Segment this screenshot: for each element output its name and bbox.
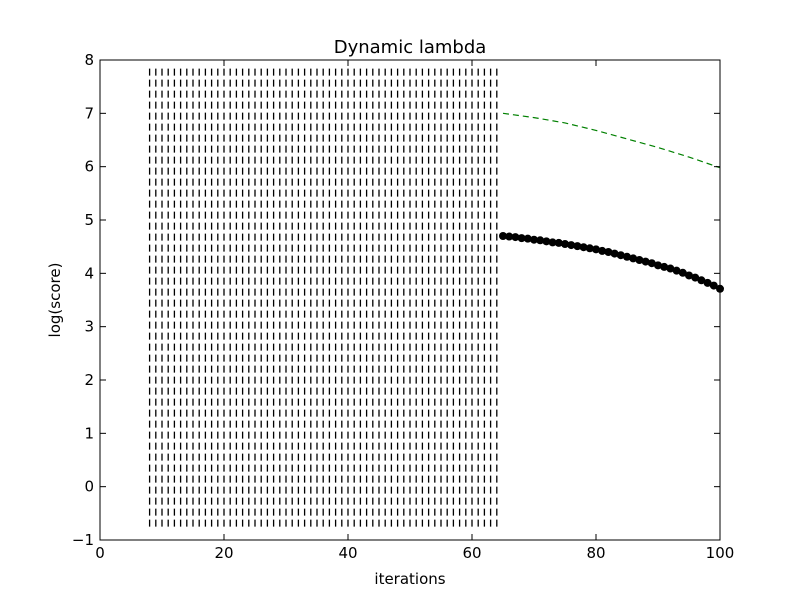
x-tick-label: 20 xyxy=(214,544,233,562)
y-tick-label: 5 xyxy=(84,211,94,229)
plot-area xyxy=(150,68,724,527)
y-tick-label: 8 xyxy=(84,51,94,69)
x-tick-label: 0 xyxy=(95,544,105,562)
y-tick-label: 0 xyxy=(84,478,94,496)
x-tick-label: 60 xyxy=(462,544,481,562)
y-tick-label: 6 xyxy=(84,158,94,176)
y-tick-label: −1 xyxy=(72,531,94,549)
x-axis-label: iterations xyxy=(374,570,445,588)
y-axis-label: log(score) xyxy=(46,263,64,338)
black-line xyxy=(503,236,720,289)
x-tick-label: 40 xyxy=(338,544,357,562)
y-tick-label: 3 xyxy=(84,318,94,336)
x-tick-label: 80 xyxy=(586,544,605,562)
x-tick-label: 100 xyxy=(706,544,735,562)
y-tick-label: 1 xyxy=(84,424,94,442)
chart-title: Dynamic lambda xyxy=(334,37,487,58)
y-tick-label: 2 xyxy=(84,371,94,389)
y-tick-label: 7 xyxy=(84,104,94,122)
y-tick-label: 4 xyxy=(84,264,94,282)
green-dashed-line xyxy=(503,113,720,167)
